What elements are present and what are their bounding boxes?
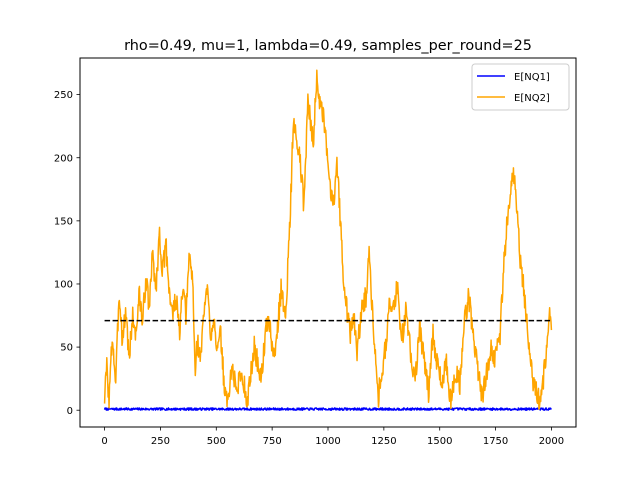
series-line-e-nq2 [103, 69, 553, 410]
x-tick-label: 1750 [483, 436, 508, 447]
x-tick-label: 750 [263, 436, 282, 447]
x-tick-label: 250 [151, 436, 170, 447]
legend: E[NQ1] E[NQ2] [471, 63, 570, 111]
x-tick-label: 1000 [315, 436, 340, 447]
plot-area [103, 69, 553, 411]
y-tick-label: 100 [54, 280, 73, 291]
y-tick-label: 150 [54, 216, 73, 227]
y-tick-label: 200 [54, 153, 73, 164]
x-axis: 0 250 500 750 1000 1250 1500 1750 2000 [101, 427, 564, 447]
legend-label: E[NQ1] [514, 72, 550, 83]
legend-label: E[NQ2] [514, 93, 550, 104]
series-line-e-nq1 [103, 407, 552, 411]
x-tick-label: 0 [101, 436, 107, 447]
y-tick-label: 0 [67, 406, 73, 417]
chart-title: rho=0.49, mu=1, lambda=0.49, samples_per… [124, 38, 532, 54]
x-tick-label: 500 [207, 436, 226, 447]
y-axis: 0 50 100 150 200 250 [54, 90, 80, 417]
y-tick-label: 50 [60, 343, 73, 354]
y-tick-label: 250 [54, 90, 73, 101]
x-tick-label: 1500 [427, 436, 452, 447]
x-tick-label: 2000 [539, 436, 564, 447]
x-tick-label: 1250 [371, 436, 396, 447]
